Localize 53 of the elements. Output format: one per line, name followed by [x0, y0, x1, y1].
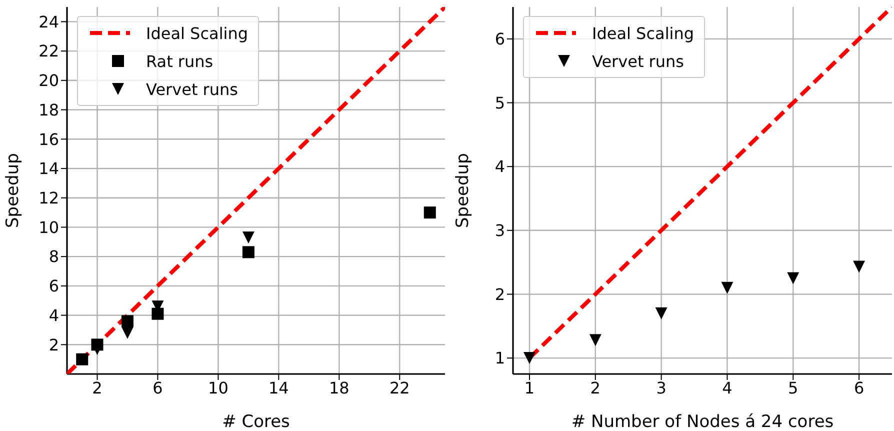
y-tick-label: 5 — [494, 93, 505, 112]
x-tick-label: 1 — [524, 378, 535, 398]
y-tick-label: 4 — [48, 306, 59, 325]
point — [121, 315, 134, 328]
y-tick-label: 6 — [494, 30, 505, 49]
y-tick-label: 8 — [48, 247, 59, 266]
point — [424, 206, 436, 219]
x-tick-label: 10 — [208, 378, 228, 398]
legend-label: Rat runs — [146, 52, 214, 70]
y-tick-label: 2 — [48, 335, 59, 354]
point — [76, 353, 88, 366]
y-axis-title: Speedup — [3, 152, 23, 230]
x-tick-label: 18 — [328, 378, 350, 398]
legend-label: Vervet runs — [146, 80, 238, 98]
legend-label: Ideal Scaling — [146, 24, 248, 42]
y-tick-label: 12 — [38, 188, 59, 208]
y-tick-label: 16 — [38, 130, 59, 149]
x-axis-title: # Number of Nodes á 24 cores — [571, 412, 834, 431]
point — [152, 308, 164, 320]
y-tick-label: 20 — [38, 71, 59, 90]
point — [655, 307, 668, 320]
point — [589, 334, 602, 346]
y-tick-label: 6 — [48, 276, 59, 296]
x-tick-label: 22 — [389, 378, 410, 398]
y-tick-label: 14 — [38, 159, 59, 178]
point — [121, 326, 134, 339]
point — [242, 231, 254, 244]
y-tick-label: 24 — [38, 12, 59, 32]
y-tick-label: 4 — [494, 157, 505, 176]
x-tick-label: 5 — [788, 378, 798, 398]
y-tick-label: 2 — [494, 284, 505, 304]
y-tick-label: 18 — [38, 100, 59, 120]
point — [91, 343, 104, 356]
point — [853, 260, 866, 273]
point — [242, 246, 254, 258]
y-tick-label: 3 — [494, 221, 505, 240]
y-tick-label: 10 — [38, 218, 59, 237]
x-tick-label: 2 — [590, 378, 600, 398]
point — [787, 272, 800, 284]
y-axis-title: Speedup — [453, 152, 473, 230]
legend-label: Ideal Scaling — [592, 24, 694, 42]
legend-label: Vervet runs — [592, 52, 684, 70]
y-tick-label: 22 — [38, 42, 59, 61]
x-axis-title: # Cores — [222, 412, 290, 431]
point — [721, 282, 734, 294]
x-tick-label: 2 — [92, 378, 102, 398]
x-tick-label: 6 — [854, 378, 864, 398]
point — [523, 352, 536, 364]
x-tick-label: 6 — [152, 378, 163, 398]
x-tick-label: 4 — [722, 378, 732, 398]
x-tick-label: 14 — [268, 378, 289, 398]
y-tick-label: 1 — [494, 348, 505, 368]
x-tick-label: 3 — [656, 378, 666, 398]
